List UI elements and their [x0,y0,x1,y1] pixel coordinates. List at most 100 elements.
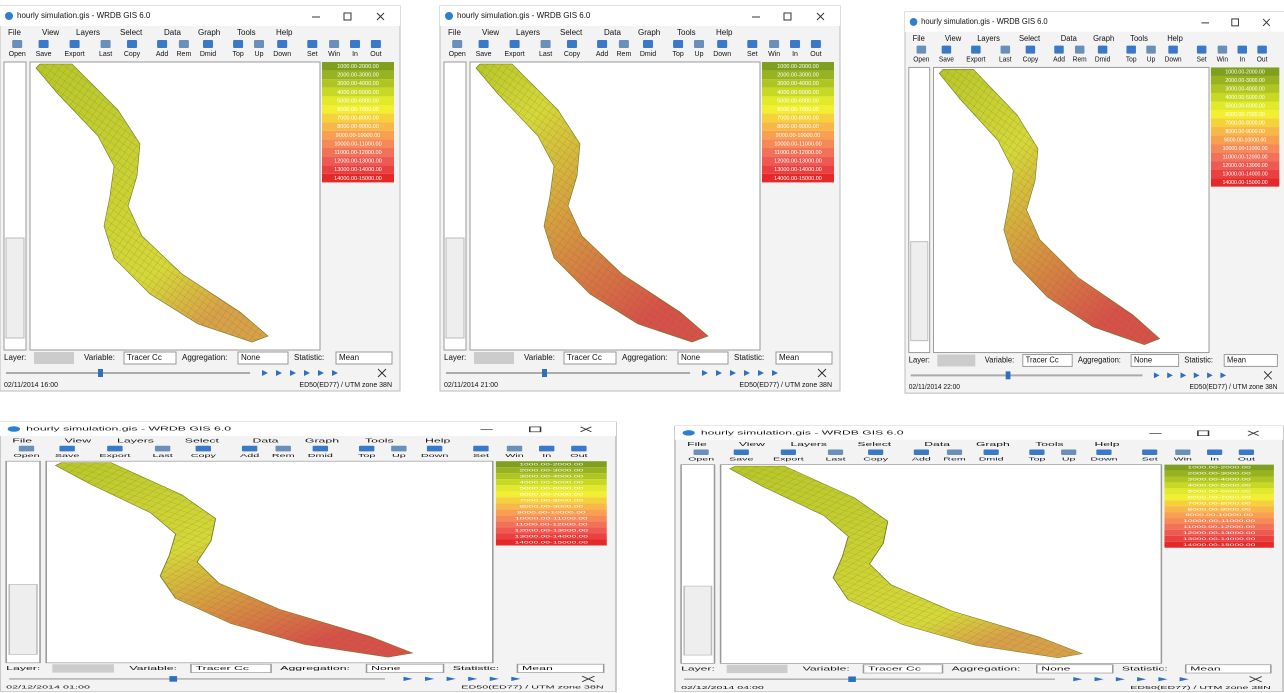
toolbar-label[interactable]: Open [913,56,929,63]
toolbar-label[interactable]: Export [504,51,524,58]
menu-item[interactable]: View [65,438,92,444]
menu-item[interactable]: Graph [976,441,1010,447]
toolbar-icon[interactable] [942,46,952,54]
menu-item[interactable]: File [448,28,461,37]
toolbar-label[interactable]: Top [672,51,683,58]
menu-item[interactable]: File [687,441,707,447]
menu-item[interactable]: Data [604,28,621,37]
toolbar-label[interactable]: Win [328,51,340,58]
toolbar-label[interactable]: Set [307,51,318,58]
toolbar-label[interactable]: Out [570,452,588,458]
menu-item[interactable]: Help [276,28,293,37]
toolbar-label[interactable]: Export [773,456,805,461]
toolbar-label[interactable]: In [1239,56,1245,63]
menu-item[interactable]: Tools [365,438,394,444]
toolbar-label[interactable]: Win [768,51,780,58]
menu-item[interactable]: Help [1167,34,1183,43]
statistic-value[interactable]: Mean [339,353,359,362]
toolbar-icon[interactable] [391,446,406,452]
toolbar-label[interactable]: Last [539,51,552,58]
toolbar-icon[interactable] [1026,46,1036,54]
toolbar-label[interactable]: Dmid [979,456,1004,461]
toolbar-icon[interactable] [694,40,704,48]
menu-item[interactable]: Data [1061,34,1078,43]
menu-item[interactable]: View [739,441,765,447]
toolbar-label[interactable]: Up [392,452,406,458]
toolbar-icon[interactable] [567,40,577,48]
toolbar-label[interactable]: In [792,51,798,58]
toolbar-label[interactable]: Out [810,51,821,58]
toolbar-label[interactable]: Dmid [640,51,656,58]
toolbar-icon[interactable] [1238,46,1248,54]
toolbar-icon[interactable] [12,40,22,48]
aggregation-value[interactable]: None [1041,666,1070,672]
toolbar-icon[interactable] [947,449,962,455]
toolbar-label[interactable]: Save [55,452,80,458]
toolbar-label[interactable]: Dmid [308,452,334,458]
toolbar-icon[interactable] [313,446,328,452]
toolbar-label[interactable]: Down [273,51,291,58]
toolbar-icon[interactable] [276,446,291,452]
toolbar-icon[interactable] [1098,46,1108,54]
toolbar-icon[interactable] [70,40,80,48]
variable-value[interactable]: Tracer Cc [567,353,602,362]
layer-select[interactable] [937,355,975,367]
toolbar-icon[interactable] [157,40,167,48]
toolbar-label[interactable]: Top [232,51,243,58]
toolbar-label[interactable]: Copy [564,51,581,58]
variable-value[interactable]: Tracer Cc [127,353,162,362]
statistic-value[interactable]: Mean [522,665,553,671]
toolbar-icon[interactable] [1001,46,1011,54]
toolbar-label[interactable]: Win [1174,456,1193,461]
toolbar-label[interactable]: Last [152,452,173,458]
menu-item[interactable]: Help [1095,441,1120,447]
toolbar-label[interactable]: Save [36,51,52,58]
toolbar-label[interactable]: Win [1217,56,1229,63]
toolbar-icon[interactable] [769,40,779,48]
toolbar-label[interactable]: Up [1062,456,1076,461]
toolbar-icon[interactable] [673,40,683,48]
toolbar-label[interactable]: Add [156,51,169,58]
menu-item[interactable]: Graph [1093,34,1114,43]
menu-item[interactable]: Select [120,28,143,37]
toolbar-icon[interactable] [371,40,381,48]
toolbar-icon[interactable] [1239,449,1254,455]
toolbar-icon[interactable] [479,40,489,48]
time-slider-thumb[interactable] [542,369,547,377]
toolbar-icon[interactable] [1218,46,1228,54]
time-slider-thumb[interactable] [1006,371,1011,379]
toolbar-icon[interactable] [914,449,929,455]
toolbar-icon[interactable] [1168,46,1178,54]
menu-item[interactable]: Layers [117,438,154,444]
toolbar-icon[interactable] [1029,449,1044,455]
toolbar-label[interactable]: Open [9,51,26,58]
toolbar-label[interactable]: Last [99,51,112,58]
menu-item[interactable]: Select [1019,34,1041,43]
toolbar-icon[interactable] [539,446,554,452]
time-slider-thumb[interactable] [169,676,177,682]
toolbar-icon[interactable] [59,446,74,452]
toolbar-icon[interactable] [507,446,522,452]
variable-value[interactable]: Tracer Cc [196,665,250,671]
toolbar-icon[interactable] [203,40,213,48]
toolbar-label[interactable]: Add [240,452,260,458]
toolbar-icon[interactable] [1075,46,1085,54]
toolbar-label[interactable]: Save [476,51,492,58]
toolbar-icon[interactable] [277,40,287,48]
toolbar-icon[interactable] [359,446,374,452]
toolbar-icon[interactable] [107,446,122,452]
toolbar-icon[interactable] [643,40,653,48]
aggregation-value[interactable]: None [1134,355,1152,364]
menu-item[interactable]: File [12,438,32,444]
toolbar-icon[interactable] [233,40,243,48]
toolbar-label[interactable]: Set [747,51,758,58]
toolbar-icon[interactable] [571,446,586,452]
toolbar-icon[interactable] [1197,46,1207,54]
toolbar-label[interactable]: Set [1142,456,1159,461]
toolbar-icon[interactable] [1142,449,1157,455]
toolbar-label[interactable]: Rem [272,452,295,458]
toolbar-label[interactable]: Out [1238,456,1256,461]
toolbar-icon[interactable] [984,449,999,455]
menu-item[interactable]: Layers [791,441,828,447]
toolbar-label[interactable]: Out [370,51,381,58]
